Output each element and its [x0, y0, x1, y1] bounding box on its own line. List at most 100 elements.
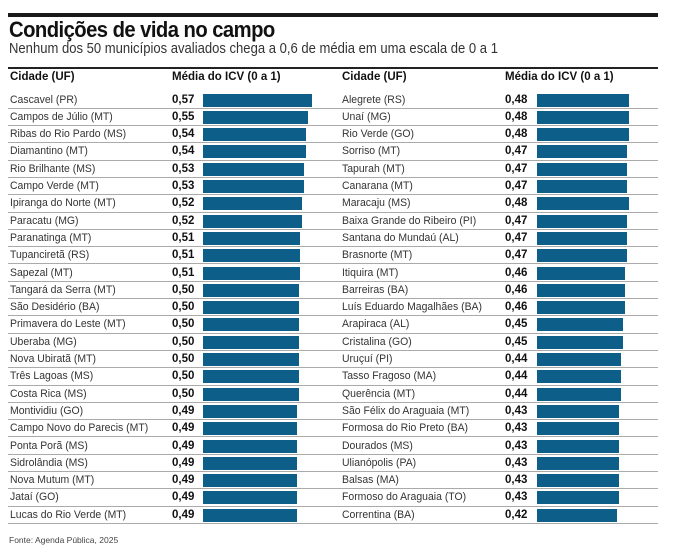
value-bar: [537, 508, 618, 522]
city-label: Uberaba (MG): [10, 335, 77, 348]
value-bar: [537, 214, 627, 228]
value-bar: [537, 335, 623, 349]
city-label: Campo Novo do Parecis (MT): [10, 422, 149, 435]
table-row: Campos de Júlio (MT) 0,55 Unaí (MG) 0,48: [8, 109, 658, 127]
value-bar: [537, 404, 620, 418]
value-label: 0,50: [172, 301, 195, 314]
value-bar: [537, 318, 623, 332]
value-label: 0,49: [172, 439, 195, 452]
city-label: Nova Ubiratã (MT): [10, 353, 96, 365]
city-label: Correntina (BA): [342, 508, 415, 521]
table-row: Diamantino (MT) 0,54 Sorriso (MT) 0,47: [8, 143, 658, 161]
value-bar: [203, 318, 299, 332]
value-label: 0,43: [505, 456, 528, 469]
city-label: Maracaju (MS): [342, 197, 411, 210]
value-bar: [203, 301, 299, 315]
value-label: 0,47: [505, 249, 528, 262]
value-label: 0,50: [172, 318, 195, 331]
value-label: 0,52: [172, 214, 195, 227]
value-bar: [537, 474, 620, 488]
value-label: 0,49: [172, 422, 195, 435]
value-bar: [537, 439, 620, 453]
table-row: Uberaba (MG) 0,50 Cristalina (GO) 0,45: [8, 334, 658, 351]
chart-subtitle: Nenhum dos 50 municípios avaliados chega…: [9, 41, 498, 57]
city-label: Canarana (MT): [342, 180, 413, 192]
value-label: 0,50: [172, 335, 195, 348]
value-label: 0,44: [505, 387, 528, 400]
value-bar: [537, 353, 622, 366]
value-label: 0,47: [505, 162, 528, 175]
value-bar: [537, 197, 629, 211]
city-label: Sapezal (MT): [10, 266, 73, 279]
city-label: Cascavel (PR): [10, 93, 78, 106]
value-label: 0,57: [172, 93, 195, 106]
value-bar: [203, 353, 299, 366]
top-rule: [8, 13, 658, 17]
table-row: Campo Novo do Parecis (MT) 0,49 Formosa do…: [8, 420, 658, 438]
city-label: Montividiu (GO): [10, 404, 84, 417]
value-label: 0,44: [505, 353, 528, 365]
table-row: Três Lagoas (MS) 0,50 Tasso Fragoso (MA) 0,…: [8, 368, 658, 386]
table-row: Ribas do Rio Pardo (MS) 0,54 Rio Verde (GO…: [8, 126, 658, 144]
value-bar: [203, 214, 303, 228]
table-row: Tupanciretã (RS) 0,51 Brasnorte (MT) 0,47: [8, 247, 658, 265]
city-label: Costa Rica (MS): [10, 387, 87, 400]
value-label: 0,51: [172, 231, 195, 244]
value-bar: [537, 387, 622, 401]
value-bar: [537, 301, 625, 315]
city-label: Formoso do Araguaia (TO): [342, 491, 467, 504]
city-label: Lucas do Rio Verde (MT): [10, 508, 127, 521]
city-label: Rio Brilhante (MS): [10, 162, 96, 175]
value-label: 0,53: [172, 162, 195, 175]
city-label: Campo Verde (MT): [10, 180, 99, 192]
city-label: Jataí (GO): [10, 491, 59, 504]
value-bar: [203, 110, 309, 124]
city-label: Sorriso (MT): [342, 145, 401, 158]
value-bar: [537, 422, 620, 436]
value-bar: [203, 180, 305, 193]
city-label: Paracatu (MG): [10, 214, 79, 227]
value-label: 0,45: [505, 335, 528, 348]
table-row: Costa Rica (MS) 0,50 Querência (MT) 0,44: [8, 386, 658, 403]
table-row: Sidrolândia (MS) 0,49 Ulianópolis (PA) 0,43: [8, 455, 658, 473]
value-bar: [203, 93, 312, 107]
value-label: 0,46: [505, 266, 528, 279]
value-bar: [537, 145, 627, 159]
city-label: Cristalina (GO): [342, 335, 412, 348]
value-label: 0,46: [505, 301, 528, 314]
city-label: Luís Eduardo Magalhães (BA): [342, 301, 483, 314]
city-label: Alegrete (RS): [342, 93, 406, 106]
value-bar: [203, 231, 301, 245]
table-row: São Desidério (BA) 0,50 Luís Eduardo Magal…: [8, 299, 658, 317]
value-label: 0,50: [172, 353, 195, 365]
value-label: 0,46: [505, 283, 528, 296]
city-label: Rio Verde (GO): [342, 128, 415, 141]
value-label: 0,43: [505, 474, 528, 487]
city-label: Três Lagoas (MS): [10, 370, 94, 383]
city-label: Uruçuí (PI): [342, 353, 393, 365]
table-row: Jataí (GO) 0,49 Formoso do Araguaia (TO) 0,…: [8, 489, 658, 507]
city-label: Ipiranga do Norte (MT): [10, 197, 116, 210]
value-label: 0,42: [505, 508, 528, 521]
table-row: Primavera do Leste (MT) 0,50 Arapiraca (AL…: [8, 316, 658, 334]
table-row: Cascavel (PR) 0,57 Alegrete (RS) 0,48: [8, 92, 658, 109]
value-bar: [203, 283, 299, 297]
table-row: Ipiranga do Norte (MT) 0,52 Maracaju (MS) 0…: [8, 195, 658, 213]
city-label: Baixa Grande do Ribeiro (PI): [342, 214, 477, 227]
value-bar: [203, 197, 303, 211]
value-label: 0,50: [172, 283, 195, 296]
value-bar: [537, 491, 620, 505]
value-bar: [537, 93, 629, 107]
value-bar: [203, 508, 297, 522]
value-bar: [203, 145, 307, 159]
city-label: Ribas do Rio Pardo (MS): [10, 128, 127, 141]
table-row: Paracatu (MG) 0,52 Baixa Grande do Ribeiro…: [8, 213, 658, 230]
table-row: Nova Mutum (MT) 0,49 Balsas (MA) 0,43: [8, 472, 658, 490]
value-label: 0,48: [505, 93, 528, 106]
table-row: Paranatinga (MT) 0,51 Santana do Mundaú (A…: [8, 230, 658, 248]
value-label: 0,50: [172, 370, 195, 383]
value-bar: [537, 283, 625, 297]
value-bar: [203, 128, 307, 142]
value-label: 0,49: [172, 474, 195, 487]
value-bar: [203, 370, 299, 384]
